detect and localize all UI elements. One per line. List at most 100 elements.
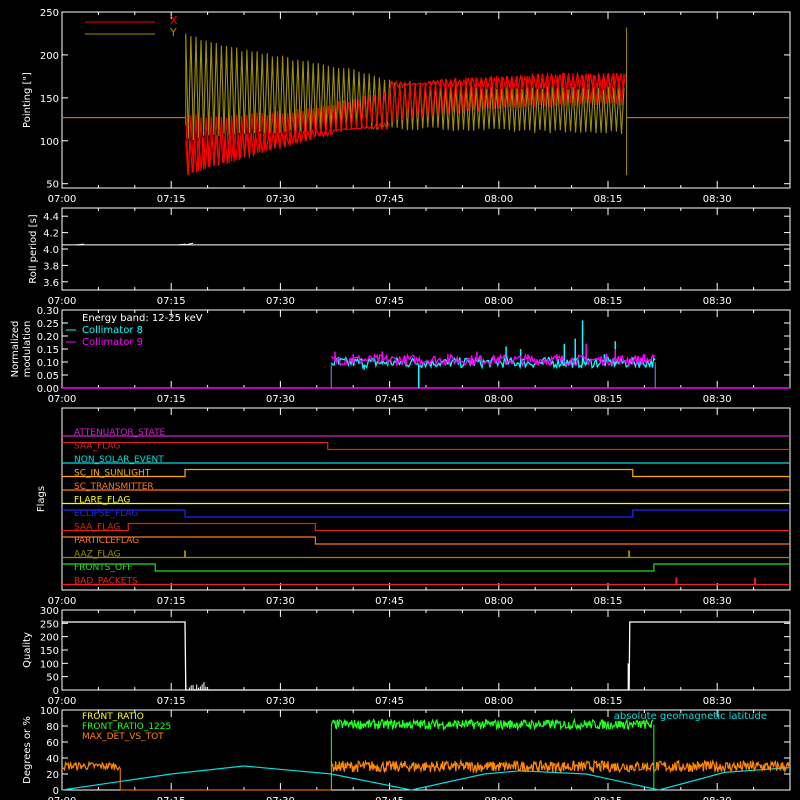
x-tick-label: 07:00 xyxy=(48,796,77,800)
x-tick-label: 08:00 xyxy=(484,696,513,707)
x-tick-label: 07:00 xyxy=(48,394,77,405)
y-tick-label: 0.10 xyxy=(37,358,59,369)
y-tick-label: 0 xyxy=(53,686,59,697)
legend-label-latitude: absolute geomagnetic latitude xyxy=(614,711,767,722)
x-tick-label: 08:30 xyxy=(703,796,732,800)
legend-label-x: X xyxy=(170,14,178,27)
y-tick-label: 50 xyxy=(46,180,59,191)
legend-label-collimator: Collimator 9 xyxy=(82,337,143,348)
flag-label: SC_TRANSMITTER xyxy=(74,482,154,492)
y-tick-label: 0.25 xyxy=(37,319,59,330)
x-tick-label: 07:45 xyxy=(375,194,404,205)
y-tick-label: 3.8 xyxy=(43,261,59,272)
y-tick-label: 50 xyxy=(46,673,59,684)
x-tick-label: 08:30 xyxy=(703,194,732,205)
x-tick-label: 07:45 xyxy=(375,596,404,607)
y-axis-label: Pointing ["] xyxy=(22,72,33,128)
y-axis-label-line2: modulation xyxy=(22,321,33,378)
x-tick-label: 08:00 xyxy=(484,796,513,800)
x-tick-label: 08:30 xyxy=(703,596,732,607)
x-tick-label: 07:30 xyxy=(266,796,295,800)
legend-label: FRONT_RATIO_1225 xyxy=(82,722,171,732)
y-tick-label: 4.2 xyxy=(43,229,59,240)
panel-frame xyxy=(61,407,791,591)
flag-label: BAD_PACKETS xyxy=(74,577,138,587)
energy-band-annotation: Energy band: 12-25 keV xyxy=(82,313,203,324)
x-tick-label: 08:15 xyxy=(594,194,623,205)
flag-line xyxy=(62,563,790,572)
x-tick-label: 07:45 xyxy=(375,296,404,307)
x-tick-label: 07:00 xyxy=(48,596,77,607)
series-0-upper-band xyxy=(389,72,627,92)
x-tick-label: 08:15 xyxy=(594,596,623,607)
x-tick-label: 08:15 xyxy=(594,696,623,707)
max-det-trace-pre xyxy=(61,760,121,772)
y-tick-label: 150 xyxy=(40,646,59,657)
x-tick-label: 07:15 xyxy=(157,796,186,800)
x-tick-label: 07:15 xyxy=(157,596,186,607)
x-tick-label: 08:00 xyxy=(484,296,513,307)
roll-period-blip xyxy=(76,243,84,246)
x-tick-label: 08:30 xyxy=(703,696,732,707)
flag-label: SC_IN_SUNLIGHT xyxy=(74,469,151,479)
roll-period-blip xyxy=(178,243,186,246)
x-tick-label: 07:30 xyxy=(266,394,295,405)
y-tick-label: 40 xyxy=(46,754,59,765)
y-axis-label: Flags xyxy=(36,486,47,512)
y-tick-label: 250 xyxy=(40,619,59,630)
y-tick-label: 200 xyxy=(40,633,59,644)
flag-line xyxy=(62,522,790,532)
x-tick-label: 08:15 xyxy=(594,296,623,307)
latitude-trace xyxy=(61,765,791,791)
max-det-trace-post xyxy=(330,758,791,775)
flag-label: SAA_FLAG xyxy=(74,523,120,533)
y-tick-label: 250 xyxy=(40,8,59,19)
quality-trace xyxy=(62,621,790,691)
y-tick-label: 100 xyxy=(40,659,59,670)
x-tick-label: 08:00 xyxy=(484,194,513,205)
x-tick-label: 07:00 xyxy=(48,194,77,205)
y-tick-label: 20 xyxy=(46,770,59,781)
flag-label: FRONTS_OFF xyxy=(74,563,132,573)
flag-label: AAZ_FLAG xyxy=(74,550,121,560)
flag-label: NON_SOLAR_EVENT xyxy=(74,455,164,465)
x-tick-label: 07:30 xyxy=(266,296,295,307)
y-tick-label: 0.15 xyxy=(37,345,59,356)
flag-label: FLARE_FLAG xyxy=(74,496,130,506)
legend-label-y: Y xyxy=(169,26,177,39)
x-tick-label: 07:45 xyxy=(375,796,404,800)
front-ratio-1225-trace xyxy=(330,717,654,732)
flag-line xyxy=(62,468,790,478)
y-axis-label-line1: Normalized xyxy=(10,321,21,378)
y-tick-label: 3.6 xyxy=(43,278,59,289)
x-tick-label: 08:30 xyxy=(703,394,732,405)
x-tick-label: 07:15 xyxy=(157,194,186,205)
y-tick-label: 4.4 xyxy=(43,212,59,223)
legend-label: FRONT_RATIO xyxy=(82,712,144,722)
y-tick-label: 0.30 xyxy=(37,306,59,317)
flag-label: SAA_FLAG xyxy=(74,442,120,452)
flag-label: ATTENUATOR_STATE xyxy=(74,428,166,438)
x-tick-label: 08:00 xyxy=(484,596,513,607)
x-tick-label: 07:30 xyxy=(266,596,295,607)
x-tick-label: 07:45 xyxy=(375,394,404,405)
y-tick-label: 300 xyxy=(40,606,59,617)
y-tick-label: 0 xyxy=(53,786,59,797)
y-tick-label: 60 xyxy=(46,738,59,749)
x-tick-label: 08:30 xyxy=(703,296,732,307)
series-1-trace xyxy=(330,352,656,368)
y-tick-label: 100 xyxy=(40,706,59,717)
y-axis-label: Quality xyxy=(22,632,33,668)
y-axis-label: Roll period [s] xyxy=(28,214,39,283)
flag-label: PARTICLEFLAG xyxy=(74,536,139,546)
x-tick-label: 07:45 xyxy=(375,696,404,707)
x-tick-label: 08:15 xyxy=(594,394,623,405)
y-tick-label: 4.0 xyxy=(43,245,59,256)
x-tick-label: 07:15 xyxy=(157,394,186,405)
y-tick-label: 200 xyxy=(40,51,59,62)
y-tick-label: 0.05 xyxy=(37,371,59,382)
y-axis-label: Degrees or % xyxy=(22,716,33,784)
y-tick-label: 0.00 xyxy=(37,384,59,395)
